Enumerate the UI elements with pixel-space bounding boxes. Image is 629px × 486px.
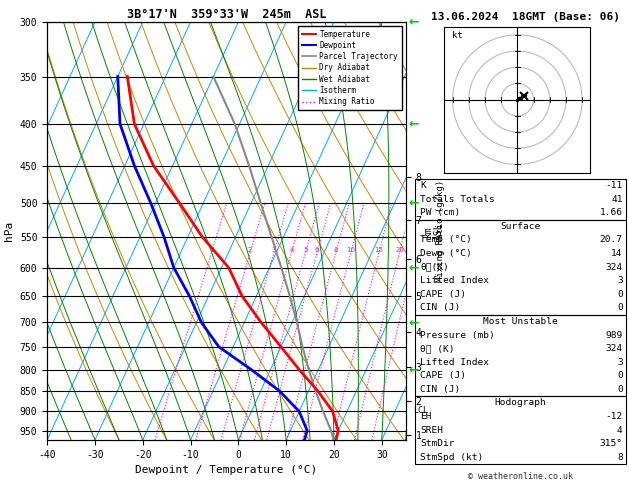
Text: Temp (°C): Temp (°C): [420, 236, 472, 244]
Text: Lifted Index: Lifted Index: [420, 358, 489, 367]
Text: -11: -11: [606, 181, 623, 190]
Text: Mixing Ratio (g/kg): Mixing Ratio (g/kg): [436, 180, 445, 282]
Text: 41: 41: [611, 195, 623, 204]
Text: 3: 3: [272, 246, 276, 253]
Text: ←: ←: [408, 196, 419, 209]
Text: © weatheronline.co.uk: © weatheronline.co.uk: [468, 472, 573, 481]
Text: Pressure (mb): Pressure (mb): [420, 330, 495, 340]
Text: 1: 1: [209, 246, 214, 253]
Text: Hodograph: Hodograph: [494, 399, 547, 407]
Text: 0: 0: [617, 303, 623, 312]
Text: -12: -12: [606, 412, 623, 421]
Text: 1.66: 1.66: [599, 208, 623, 217]
Text: θᴇ(K): θᴇ(K): [420, 262, 449, 272]
Text: 3: 3: [617, 358, 623, 367]
Text: 20: 20: [395, 246, 404, 253]
Text: 3: 3: [617, 276, 623, 285]
Text: 4: 4: [289, 246, 294, 253]
Text: 989: 989: [606, 330, 623, 340]
Text: CIN (J): CIN (J): [420, 303, 460, 312]
Text: StmDir: StmDir: [420, 439, 455, 448]
Text: 5: 5: [303, 246, 308, 253]
Title: 3B°17'N  359°33'W  245m  ASL: 3B°17'N 359°33'W 245m ASL: [126, 8, 326, 21]
Text: kt: kt: [452, 31, 462, 40]
Legend: Temperature, Dewpoint, Parcel Trajectory, Dry Adiabat, Wet Adiabat, Isotherm, Mi: Temperature, Dewpoint, Parcel Trajectory…: [298, 26, 402, 110]
Text: Surface: Surface: [501, 222, 540, 231]
Text: ←: ←: [408, 316, 419, 329]
Text: 14: 14: [611, 249, 623, 258]
Text: ←: ←: [408, 261, 419, 274]
Text: 6: 6: [315, 246, 320, 253]
Text: 15: 15: [374, 246, 383, 253]
Text: 8: 8: [617, 453, 623, 462]
Text: StmSpd (kt): StmSpd (kt): [420, 453, 484, 462]
Text: SREH: SREH: [420, 426, 443, 434]
Y-axis label: km
ASL: km ASL: [423, 222, 444, 240]
Text: 324: 324: [606, 262, 623, 272]
Text: EH: EH: [420, 412, 431, 421]
Text: 8: 8: [333, 246, 338, 253]
Text: 13.06.2024  18GMT (Base: 06): 13.06.2024 18GMT (Base: 06): [431, 12, 620, 22]
Text: 2: 2: [248, 246, 252, 253]
Text: 10: 10: [347, 246, 355, 253]
Text: Totals Totals: Totals Totals: [420, 195, 495, 204]
Text: K: K: [420, 181, 426, 190]
Text: Dewp (°C): Dewp (°C): [420, 249, 472, 258]
Text: 0: 0: [617, 371, 623, 381]
Text: ←: ←: [408, 16, 419, 28]
Text: CAPE (J): CAPE (J): [420, 290, 466, 299]
Text: 0: 0: [617, 385, 623, 394]
Text: LCL: LCL: [413, 406, 428, 415]
Text: CIN (J): CIN (J): [420, 385, 460, 394]
Text: ←: ←: [408, 118, 419, 130]
Text: 0: 0: [617, 290, 623, 299]
Text: PW (cm): PW (cm): [420, 208, 460, 217]
Text: CAPE (J): CAPE (J): [420, 371, 466, 381]
Text: 20.7: 20.7: [599, 236, 623, 244]
Y-axis label: hPa: hPa: [4, 221, 14, 241]
Text: 4: 4: [617, 426, 623, 434]
Text: Lifted Index: Lifted Index: [420, 276, 489, 285]
Text: 315°: 315°: [599, 439, 623, 448]
Text: Most Unstable: Most Unstable: [483, 317, 558, 326]
Text: 324: 324: [606, 344, 623, 353]
Text: ←: ←: [408, 363, 419, 376]
Text: θᴇ (K): θᴇ (K): [420, 344, 455, 353]
X-axis label: Dewpoint / Temperature (°C): Dewpoint / Temperature (°C): [135, 465, 318, 475]
